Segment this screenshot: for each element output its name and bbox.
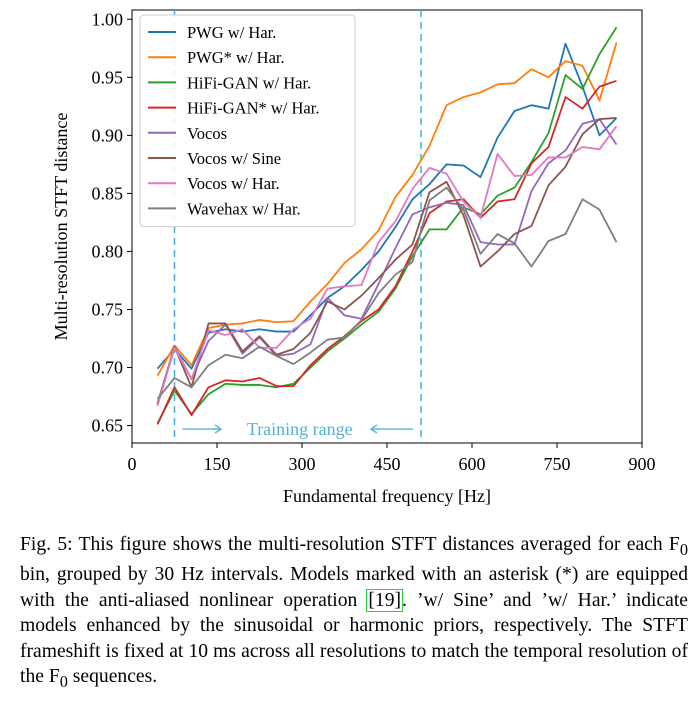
caption-text-3: . ’w/ Sine’ and ’w/ Har.’ indicate model… bbox=[20, 589, 688, 688]
x-tick-label: 300 bbox=[289, 454, 316, 474]
x-axis-label: Fundamental frequency [Hz] bbox=[283, 486, 491, 506]
y-tick-label: 0.85 bbox=[92, 183, 124, 203]
caption-text-1: Fig. 5: This figure shows the multi-reso… bbox=[20, 534, 680, 555]
y-tick-label: 0.95 bbox=[92, 67, 124, 87]
x-tick-label: 750 bbox=[544, 454, 571, 474]
training-range-arrowhead-left bbox=[214, 424, 223, 434]
x-tick-label: 150 bbox=[204, 454, 231, 474]
y-axis-label: Multi-resolution STFT distance bbox=[51, 113, 71, 341]
f0-distance-chart: 0 150 300 450 600 750 900 0.65 0.70 0.75 0.80 0.85 0… bbox=[51, 9, 656, 506]
y-tick-label: 0.65 bbox=[92, 416, 124, 436]
legend-entry: Vocos w/ Sine bbox=[187, 149, 281, 168]
legend-entry: PWG* w/ Har. bbox=[187, 48, 285, 67]
y-tick-label: 0.90 bbox=[92, 125, 124, 145]
y-tick-label: 0.70 bbox=[92, 358, 124, 378]
series-line-wavehax-w-har- bbox=[156, 186, 618, 400]
legend-entry: HiFi-GAN* w/ Har. bbox=[187, 99, 319, 118]
x-tick-label: 450 bbox=[374, 454, 401, 474]
citation-link[interactable]: [19] bbox=[366, 588, 404, 612]
figure-caption: Fig. 5: This figure shows the multi-reso… bbox=[20, 532, 688, 695]
series-line-vocos bbox=[156, 118, 618, 405]
y-tick-label: 1.00 bbox=[92, 9, 124, 29]
legend-entry: Vocos bbox=[187, 124, 227, 143]
x-tick-label: 900 bbox=[629, 454, 656, 474]
caption-text-4: sequences. bbox=[67, 666, 158, 688]
legend-entry: PWG w/ Har. bbox=[187, 23, 276, 42]
caption-f0-subscript-2: 0 bbox=[59, 672, 68, 692]
y-tick-label: 0.80 bbox=[92, 241, 124, 261]
legend-entry: Vocos w/ Har. bbox=[187, 174, 280, 193]
series-line-vocos-w-sine bbox=[156, 117, 617, 404]
series-line-pwg-w-har- bbox=[156, 42, 618, 377]
x-tick-label: 0 bbox=[128, 454, 137, 474]
y-tick-label: 0.75 bbox=[92, 300, 124, 320]
series-line-hifi-gan-w-har- bbox=[156, 79, 617, 425]
series-line-vocos-w-har- bbox=[156, 125, 618, 407]
training-range-label: Training range bbox=[247, 419, 353, 439]
caption-f0-subscript: 0 bbox=[679, 539, 688, 559]
series-group bbox=[156, 26, 618, 425]
training-range-arrowhead-right bbox=[369, 424, 378, 434]
legend-box bbox=[139, 14, 356, 228]
x-tick-label: 600 bbox=[459, 454, 486, 474]
series-line-hifi-gan-w-har- bbox=[156, 26, 618, 424]
legend-entry: Wavehax w/ Har. bbox=[187, 199, 301, 218]
caption-text-2: bin, grouped by 30 Hz intervals. Models … bbox=[20, 564, 688, 611]
legend: PWG w/ Har. PWG* w/ Har. HiFi-GAN w/ Har. H… bbox=[139, 14, 356, 228]
legend-entry: HiFi-GAN w/ Har. bbox=[187, 73, 311, 92]
series-line-pwg-w-har- bbox=[156, 42, 618, 370]
